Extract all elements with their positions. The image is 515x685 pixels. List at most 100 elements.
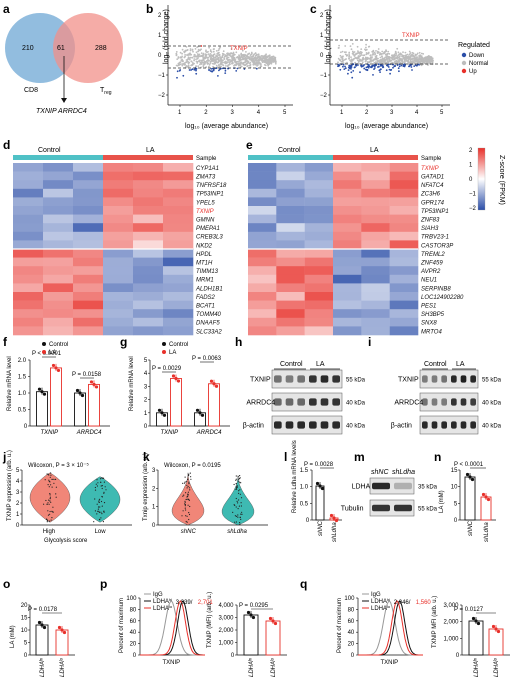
heatmap-cell [43,317,74,327]
ma-point [252,63,255,66]
ma-point [354,57,356,59]
heatmap-cell [103,309,134,319]
hist-value-lo: 1,560 [416,600,432,606]
ma-point [383,59,385,62]
violin-title: Wilcoxon, P = 3 × 10⁻⁵ [28,462,89,469]
ma-point [364,48,366,51]
violin-point [46,503,48,505]
ma-point [245,51,247,53]
ma-point [185,45,188,48]
heatmap-cell [163,206,194,215]
ma-point [222,50,225,53]
ma-point [356,59,359,62]
bar-ytick-label: 2,000 [219,628,235,634]
ma-point [218,47,221,50]
bar-rect [488,628,504,656]
ma-point [350,56,352,58]
ma-point [233,59,236,62]
heatmap-cell [248,214,277,224]
bar-dot [40,390,44,394]
ma-point [195,58,197,61]
ma-point [428,62,430,65]
bar-ytick-label: 0 [231,653,235,659]
ma-point [265,55,268,58]
ma-point [255,67,258,70]
bar-category-label: LDHAʰᶦ [473,658,480,677]
heatmap-cell [389,283,419,293]
heatmap-gene-label: SNX8 [421,321,437,327]
heatmap-cell [389,300,419,310]
violin-point [235,506,237,508]
heatmap-cell [133,300,164,310]
ma-point [217,54,219,57]
ma-point [193,68,196,71]
violin-point [46,521,48,523]
ma-point [212,65,215,68]
ma-point [206,61,209,64]
ma-point [270,57,272,60]
violin-point [98,511,100,513]
heatmap-cell [389,214,419,224]
violin-point [49,510,51,513]
bar-dot [315,481,320,486]
heatmap-cell [276,257,305,267]
violin-point [237,508,239,510]
violin-point [103,491,105,493]
heatmap-cell [163,223,194,233]
ma-point [238,60,241,62]
bar-ytick-label: 0 [454,518,458,524]
bar-ytick-label: 1,000 [219,641,235,647]
ma-point [374,53,376,56]
heatmap-gene-label: CREB3L3 [196,235,223,241]
ma-point [264,64,267,67]
heatmap-cell [13,300,44,310]
heatmap-gene-label: MT1H [196,261,213,267]
heatmap-cell [133,274,164,284]
bar-chart-o: 0 5 10 15 20 LA (mM) P = 0.0178 LDHAʰᶦ LDHAˡᵒ [10,603,75,677]
ma-point [361,58,364,61]
violin-point [235,515,237,518]
ma-point [422,53,425,55]
bar-dot [160,411,164,415]
heatmap-cell [163,300,194,310]
bar-dot [476,621,481,626]
ma-point [354,64,357,66]
bar-dot [171,374,176,378]
heatmap-cell [248,300,277,310]
ma-point [342,65,344,68]
violin-point [103,502,106,504]
violin-point [232,511,234,513]
violin-point [55,478,57,480]
violin-point [48,486,50,488]
ma-point [369,58,372,61]
ma-point [215,58,218,61]
violin-point [185,498,187,501]
ma-point [337,64,340,67]
violin-point [49,493,51,495]
heatmap-cell [73,309,104,319]
blot-band [332,375,340,383]
ma-point [188,58,191,61]
ma-point [274,60,276,63]
violin-point [51,478,53,480]
ma-b-points [175,45,277,79]
ma-c-txnip-label: TXNIP [402,33,420,39]
ma-point [341,50,344,53]
heatmap-e-colorbar-ticks: 2 1 0 −1 −2 [469,148,477,212]
bar-dot [481,492,486,497]
ma-point [255,59,257,62]
heatmap-cell [13,317,44,327]
blot-band [274,421,282,429]
bar-category-label: LDHAʰᶦ [248,658,255,677]
violin-plot-k: 0 1 2 3 Wilcoxon, P = 0.0195 Txnip expression… [143,453,268,535]
heatmap-cell [248,274,277,284]
heatmap-cell [333,163,362,172]
violin-point [46,473,48,475]
heatmap-cell [248,206,277,215]
violin-point [183,482,185,484]
violin-point [239,475,241,477]
violin-point [96,485,98,487]
violin-point [238,490,240,492]
panel-label-p: p [100,577,107,591]
ma-point [202,52,205,55]
